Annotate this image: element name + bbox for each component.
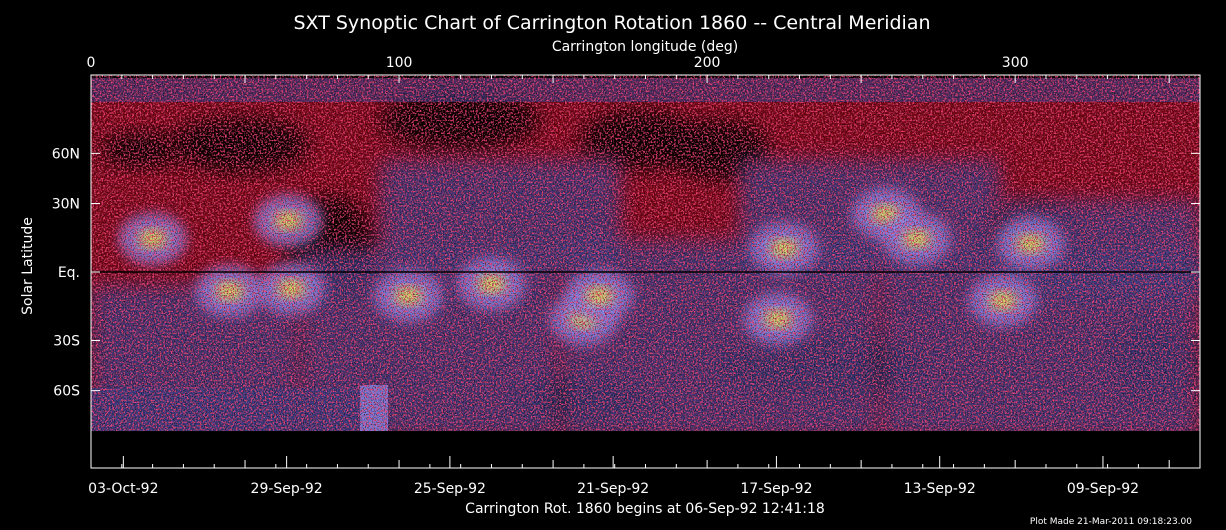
- top-tick-label: 0: [87, 55, 96, 71]
- plot-made-note: Plot Made 21-Mar-2011 09:18:23.00: [1030, 517, 1192, 527]
- date-tick-label: 17-Sep-92: [740, 481, 812, 497]
- y-tick-label: 30S: [53, 334, 80, 350]
- bottom-mask: [91, 431, 1200, 468]
- y-tick-label: Eq.: [58, 265, 80, 281]
- y-tick-label: 60S: [53, 384, 80, 400]
- date-tick-label: 03-Oct-92: [88, 481, 158, 497]
- bottom-ticks: 03-Oct-92 29-Sep-92 25-Sep-92 21-Sep-92 17-S…: [88, 456, 1139, 497]
- top-ticks: 0 100 200 300: [87, 55, 1201, 468]
- date-tick-label: 25-Sep-92: [414, 481, 486, 497]
- top-axis-label: Carrington longitude (deg): [552, 39, 738, 55]
- plot-area: [91, 75, 1200, 468]
- chart-title: SXT Synoptic Chart of Carrington Rotatio…: [293, 12, 930, 34]
- bottom-axis-label: Carrington Rot. 1860 begins at 06-Sep-92…: [465, 501, 825, 517]
- y-tick-label: 60N: [52, 146, 80, 162]
- date-tick-label: 29-Sep-92: [251, 481, 323, 497]
- dark-speckle: [91, 75, 1200, 433]
- y-axis-label: Solar Latitude: [20, 217, 36, 315]
- date-tick-label: 09-Sep-92: [1067, 481, 1139, 497]
- top-tick-label: 300: [1002, 55, 1029, 71]
- y-ticks: 60N 30N Eq. 30S 60S: [52, 146, 1200, 400]
- date-tick-label: 13-Sep-92: [904, 481, 976, 497]
- date-tick-label: 21-Sep-92: [577, 481, 649, 497]
- top-tick-label: 200: [694, 55, 721, 71]
- top-tick-label: 100: [386, 55, 413, 71]
- y-tick-label: 30N: [52, 197, 80, 213]
